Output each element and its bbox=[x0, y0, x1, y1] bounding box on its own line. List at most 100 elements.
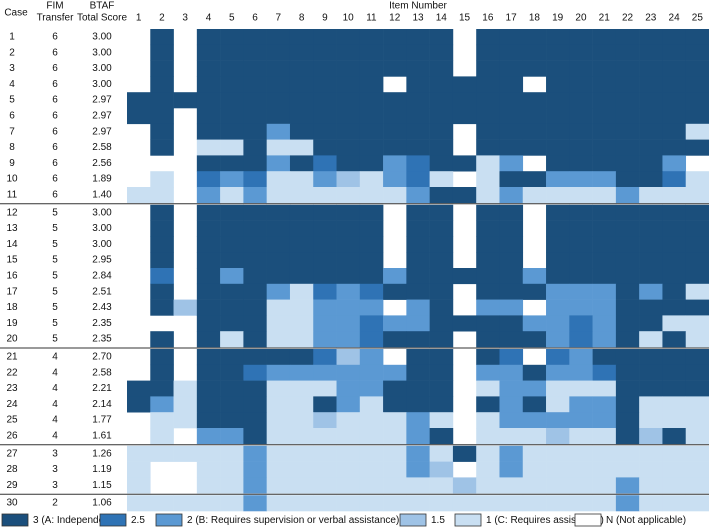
heat-cell bbox=[592, 315, 617, 332]
case-label: 5 bbox=[9, 95, 15, 106]
heat-cell bbox=[546, 396, 570, 413]
heat-cell bbox=[266, 380, 291, 397]
heat-cell bbox=[196, 204, 221, 221]
heat-cell bbox=[592, 187, 617, 204]
heat-cell bbox=[196, 412, 221, 429]
btaf-label: 3.00 bbox=[92, 63, 112, 74]
heat-cell bbox=[522, 477, 547, 494]
heat-cell bbox=[383, 445, 407, 462]
legend-swatch bbox=[155, 513, 183, 527]
heat-cell bbox=[313, 477, 337, 494]
heat-cell bbox=[569, 331, 593, 348]
heat-cell bbox=[196, 171, 221, 188]
heat-cell bbox=[150, 204, 174, 221]
heat-cell bbox=[569, 171, 593, 188]
heat-cell bbox=[615, 477, 640, 494]
heat-cell bbox=[266, 187, 291, 204]
case-label: 26 bbox=[6, 431, 18, 442]
heat-cell bbox=[289, 44, 314, 61]
heat-cell bbox=[429, 204, 454, 221]
heat-cell bbox=[266, 139, 291, 156]
heat-cell bbox=[406, 171, 430, 188]
heat-cell bbox=[289, 380, 314, 397]
x-tick-label: 22 bbox=[622, 13, 634, 24]
x-tick-label: 11 bbox=[366, 13, 377, 24]
heat-cell bbox=[662, 252, 687, 269]
heat-cell bbox=[499, 380, 524, 397]
x-tick-label: 6 bbox=[252, 13, 258, 24]
heat-cell bbox=[615, 349, 640, 366]
btaf-header: BTAF bbox=[90, 1, 115, 12]
heat-cell bbox=[476, 155, 500, 172]
heat-cell bbox=[685, 60, 709, 77]
heat-cell bbox=[406, 108, 430, 125]
heat-cell bbox=[173, 92, 198, 109]
heat-cell bbox=[615, 29, 640, 46]
heat-cell bbox=[499, 477, 524, 494]
heat-cell bbox=[220, 428, 244, 445]
heat-cell bbox=[336, 187, 361, 204]
heat-cell bbox=[336, 252, 361, 269]
heat-cell bbox=[522, 461, 547, 478]
heat-cell bbox=[592, 29, 617, 46]
case-label: 16 bbox=[6, 271, 18, 282]
heat-cell bbox=[546, 108, 570, 125]
heat-cell bbox=[406, 380, 430, 397]
heat-cell bbox=[429, 396, 454, 413]
heat-cell bbox=[639, 204, 663, 221]
btaf-label: 1.15 bbox=[92, 480, 112, 491]
btaf-header: Total Score bbox=[77, 13, 127, 24]
heat-cell bbox=[639, 187, 663, 204]
heat-cell bbox=[546, 349, 570, 366]
x-tick-label: 7 bbox=[276, 13, 282, 24]
heat-cell bbox=[196, 155, 221, 172]
heat-cell bbox=[313, 331, 337, 348]
heat-cell bbox=[662, 44, 687, 61]
heat-cell bbox=[592, 268, 617, 285]
heat-cell bbox=[615, 283, 640, 300]
heat-cell bbox=[639, 108, 663, 125]
heat-cell bbox=[243, 139, 267, 156]
legend-swatch bbox=[574, 513, 602, 527]
heat-cell bbox=[429, 76, 454, 93]
x-tick-label: 14 bbox=[436, 13, 448, 24]
heat-cell bbox=[243, 445, 267, 462]
btaf-label: 2.97 bbox=[92, 111, 112, 122]
x-tick-label: 18 bbox=[529, 13, 541, 24]
heat-cell bbox=[289, 495, 314, 512]
x-tick-label: 5 bbox=[229, 13, 235, 24]
heat-cell bbox=[615, 445, 640, 462]
heat-cell bbox=[127, 477, 151, 494]
heat-cell bbox=[615, 252, 640, 269]
heat-cell bbox=[662, 364, 687, 381]
heat-cell bbox=[289, 268, 314, 285]
heat-cell bbox=[499, 236, 524, 253]
heat-cell bbox=[546, 92, 570, 109]
heat-cell bbox=[406, 477, 430, 494]
heat-cell bbox=[429, 412, 454, 429]
heat-cell bbox=[639, 315, 663, 332]
case-label: 25 bbox=[6, 415, 18, 426]
heat-cell bbox=[313, 60, 337, 77]
heat-cell bbox=[569, 236, 593, 253]
heat-cell bbox=[289, 364, 314, 381]
heat-cell bbox=[639, 461, 663, 478]
heat-cell bbox=[406, 220, 430, 237]
btaf-label: 2.14 bbox=[92, 399, 112, 410]
heat-cell bbox=[220, 331, 244, 348]
heat-cell bbox=[313, 349, 337, 366]
heat-cell bbox=[150, 445, 174, 462]
heat-cell bbox=[546, 155, 570, 172]
case-label: 22 bbox=[6, 367, 18, 378]
heat-cell bbox=[569, 315, 593, 332]
heat-cell bbox=[522, 108, 547, 125]
heat-cell bbox=[243, 283, 267, 300]
heat-cell bbox=[476, 44, 500, 61]
heat-cell bbox=[313, 220, 337, 237]
heat-cell bbox=[662, 268, 687, 285]
heat-cell bbox=[476, 268, 500, 285]
heat-cell bbox=[336, 29, 361, 46]
heat-cell bbox=[429, 299, 454, 316]
heat-cell bbox=[685, 108, 709, 125]
heat-cell bbox=[289, 349, 314, 366]
